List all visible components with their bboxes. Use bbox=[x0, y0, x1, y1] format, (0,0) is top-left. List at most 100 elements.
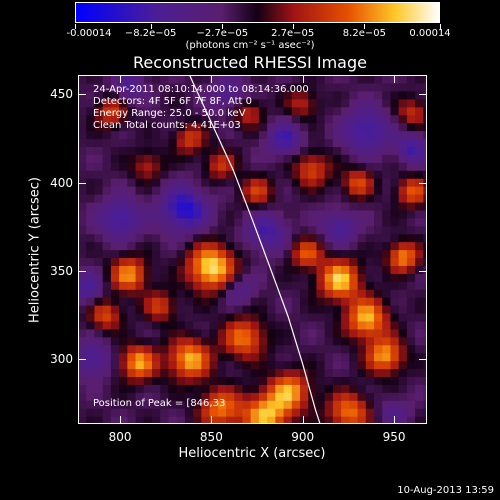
heatmap-cell bbox=[94, 178, 104, 187]
heatmap-cell bbox=[406, 217, 416, 227]
heatmap-cell bbox=[423, 384, 427, 393]
heatmap-cell bbox=[86, 376, 96, 385]
heatmap-cell bbox=[209, 146, 219, 155]
heatmap-cell bbox=[398, 122, 408, 132]
heatmap-cell bbox=[308, 130, 318, 140]
heatmap-cell bbox=[349, 154, 359, 163]
heatmap-cell bbox=[349, 344, 359, 354]
heatmap-cell bbox=[209, 249, 219, 259]
heatmap-cell bbox=[119, 368, 128, 378]
heatmap-cell bbox=[267, 154, 276, 163]
heatmap-cell bbox=[357, 416, 367, 424]
heatmap-cell bbox=[217, 297, 227, 306]
heatmap-cell bbox=[209, 241, 219, 251]
heatmap-cell bbox=[316, 178, 326, 187]
heatmap-cell bbox=[110, 360, 120, 370]
heatmap-cell bbox=[102, 368, 112, 378]
heatmap-cell bbox=[250, 98, 260, 108]
heatmap-cell bbox=[110, 289, 120, 298]
heatmap-cell bbox=[78, 360, 87, 370]
heatmap-cell bbox=[300, 90, 309, 100]
heatmap-cell bbox=[390, 360, 400, 370]
heatmap-cell bbox=[390, 344, 400, 354]
heatmap-cell bbox=[415, 162, 424, 171]
heatmap-cell bbox=[78, 368, 87, 378]
heatmap-cell bbox=[316, 90, 326, 100]
heatmap-cell bbox=[300, 305, 309, 314]
heatmap-cell bbox=[193, 146, 202, 155]
heatmap-cell bbox=[110, 170, 120, 179]
heatmap-cell bbox=[357, 312, 367, 322]
heatmap-cell bbox=[300, 82, 309, 92]
heatmap-cell bbox=[250, 106, 260, 116]
heatmap-cell bbox=[283, 368, 293, 378]
heatmap-cell bbox=[135, 416, 145, 424]
heatmap-cell bbox=[86, 178, 96, 187]
heatmap-cell bbox=[86, 146, 96, 155]
heatmap-cell bbox=[258, 344, 268, 354]
heatmap-cell bbox=[357, 225, 367, 235]
heatmap-cell bbox=[176, 344, 186, 354]
heatmap-cell bbox=[316, 130, 326, 140]
heatmap-cell bbox=[234, 201, 244, 211]
heatmap-cell bbox=[390, 384, 400, 393]
heatmap-cell bbox=[152, 75, 161, 84]
heatmap-cell bbox=[94, 344, 104, 354]
heatmap-cell bbox=[143, 82, 153, 92]
heatmap-cell bbox=[349, 320, 359, 330]
heatmap-cell bbox=[234, 376, 244, 385]
heatmap-cell bbox=[398, 289, 408, 298]
heatmap-cell bbox=[398, 186, 408, 195]
heatmap-cell bbox=[283, 336, 293, 346]
heatmap-cell bbox=[135, 344, 145, 354]
heatmap-cell bbox=[267, 178, 276, 187]
heatmap-cell bbox=[382, 106, 392, 116]
heatmap-cell bbox=[102, 186, 112, 195]
colorbar-tick bbox=[364, 24, 366, 29]
heatmap-cell bbox=[275, 368, 285, 378]
heatmap-cell bbox=[357, 241, 367, 251]
info-detectors: Detectors: 4F 5F 6F 7F 8F, Att 0 bbox=[93, 96, 253, 107]
heatmap-cell bbox=[168, 162, 178, 171]
heatmap-cell bbox=[258, 130, 268, 140]
heatmap-cell bbox=[86, 154, 96, 163]
heatmap-cell bbox=[316, 384, 326, 393]
heatmap-cell bbox=[102, 344, 112, 354]
heatmap-cell bbox=[291, 98, 301, 108]
heatmap-cell bbox=[119, 146, 128, 155]
heatmap-cell bbox=[332, 138, 342, 147]
heatmap-cell bbox=[242, 170, 252, 179]
heatmap-cell bbox=[127, 82, 137, 92]
heatmap-cell bbox=[242, 75, 252, 84]
heatmap-cell bbox=[127, 130, 137, 140]
heatmap-cell bbox=[382, 273, 392, 282]
heatmap-cell bbox=[316, 312, 326, 322]
heatmap-cell bbox=[209, 178, 219, 187]
heatmap-cell bbox=[341, 376, 350, 385]
heatmap-cell bbox=[78, 233, 87, 243]
heatmap-cell bbox=[78, 122, 87, 132]
heatmap-cell bbox=[291, 217, 301, 227]
heatmap-cell bbox=[382, 265, 392, 274]
heatmap-cell bbox=[423, 130, 427, 140]
heatmap-cell bbox=[390, 400, 400, 409]
heatmap-cell bbox=[152, 289, 161, 298]
heatmap-cell bbox=[234, 312, 244, 322]
heatmap-cell bbox=[226, 154, 235, 163]
heatmap-cell bbox=[193, 289, 202, 298]
heatmap-cell bbox=[398, 217, 408, 227]
heatmap-cell bbox=[390, 138, 400, 147]
heatmap-cell bbox=[275, 201, 285, 211]
heatmap-cell bbox=[415, 138, 424, 147]
x-tick-label: 800 bbox=[108, 430, 132, 444]
heatmap-cell bbox=[209, 344, 219, 354]
heatmap-cell bbox=[406, 376, 416, 385]
heatmap-cell bbox=[275, 416, 285, 424]
heatmap-cell bbox=[176, 233, 186, 243]
heatmap-cell bbox=[275, 106, 285, 116]
heatmap-cell bbox=[341, 193, 350, 203]
heatmap-cell bbox=[332, 297, 342, 306]
heatmap-cell bbox=[308, 146, 318, 155]
heatmap-cell bbox=[258, 98, 268, 108]
